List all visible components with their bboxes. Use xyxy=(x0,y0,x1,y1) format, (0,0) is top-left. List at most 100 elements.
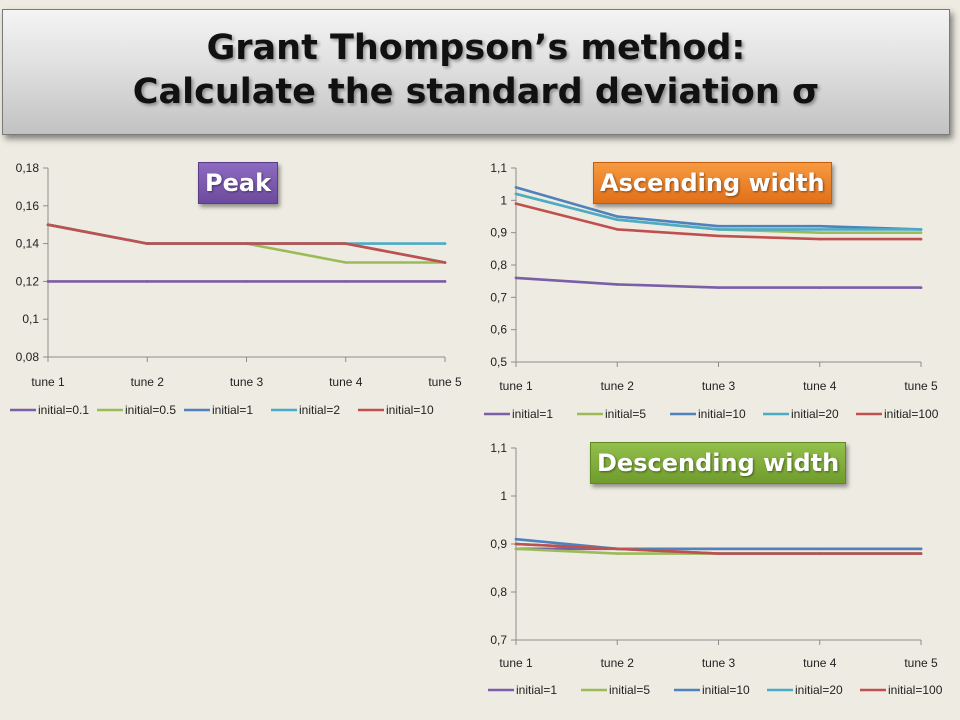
legend-label: initial=100 xyxy=(884,407,939,421)
data-point xyxy=(717,552,720,555)
legend-label: initial=10 xyxy=(698,407,746,421)
data-point xyxy=(818,552,822,555)
y-tick-label: 0,12 xyxy=(16,274,40,288)
x-tick-label: tune 3 xyxy=(702,379,736,393)
peak-label: Peak xyxy=(198,162,279,204)
data-point xyxy=(717,228,720,231)
legend-label: initial=1 xyxy=(512,407,553,421)
data-point xyxy=(919,228,923,231)
slide-title-line2: Calculate the standard deviation σ xyxy=(132,72,820,112)
data-point xyxy=(514,537,518,541)
y-tick-label: 0,8 xyxy=(490,258,507,272)
y-tick-label: 0,1 xyxy=(22,312,39,326)
peak-chart: 0,08 0,1 0,12 0,14 0,16 0,18 tune 1 tune 2 tune … xyxy=(10,161,462,417)
data-point xyxy=(919,231,923,234)
x-tick-label: tune 3 xyxy=(702,656,736,670)
data-point xyxy=(919,552,923,555)
x-tick-label: tune 4 xyxy=(803,656,837,670)
y-tick-label: 0,16 xyxy=(16,199,40,213)
data-point xyxy=(344,242,348,245)
y-tick-label: 1 xyxy=(500,489,507,503)
data-point xyxy=(818,286,822,289)
legend-label: initial=10 xyxy=(386,403,434,417)
x-tick-label: tune 5 xyxy=(904,379,938,393)
x-tick-label: tune 1 xyxy=(499,656,533,670)
data-point xyxy=(615,228,619,231)
legend-label: initial=10 xyxy=(702,683,750,697)
data-point xyxy=(818,224,822,228)
legend-label: initial=5 xyxy=(605,407,646,421)
legend-label: initial=1 xyxy=(212,403,253,417)
y-tick-label: 1,1 xyxy=(490,441,507,455)
x-tick-label: tune 5 xyxy=(428,375,462,389)
legend-label: initial=0.1 xyxy=(38,403,89,417)
legend-label: initial=1 xyxy=(516,683,557,697)
data-point xyxy=(245,242,248,245)
data-point xyxy=(46,223,50,226)
data-point xyxy=(818,237,822,241)
data-point xyxy=(514,276,518,280)
data-point xyxy=(717,286,720,289)
slide-title-box: Grant Thompson’s method: Calculate the s… xyxy=(2,9,950,135)
x-tick-label: tune 2 xyxy=(131,375,165,389)
data-point xyxy=(717,547,720,551)
data-point xyxy=(245,280,248,283)
x-tick-label: tune 2 xyxy=(601,656,635,670)
y-tick-label: 0,9 xyxy=(490,226,507,240)
data-point xyxy=(818,547,822,551)
y-tick-label: 1,1 xyxy=(490,161,507,175)
descending-width-label: Descending width xyxy=(590,442,847,484)
x-tick-label: tune 2 xyxy=(601,379,635,393)
data-point xyxy=(615,547,619,551)
x-tick-label: tune 5 xyxy=(904,656,938,670)
data-point xyxy=(514,186,518,189)
legend-label: initial=2 xyxy=(299,403,340,417)
data-point xyxy=(443,261,447,264)
data-point xyxy=(818,228,822,231)
data-point xyxy=(344,280,348,283)
data-point xyxy=(615,218,619,222)
data-point xyxy=(615,552,619,555)
descending-width-chart: 0,7 0,8 0,9 1 1,1 tune 1 tune 2 tune 3 tune 4 tun… xyxy=(488,441,943,697)
data-point xyxy=(717,224,720,228)
data-point xyxy=(818,231,822,234)
y-tick-label: 0,08 xyxy=(16,350,40,364)
data-point xyxy=(615,215,619,218)
data-point xyxy=(46,280,50,283)
series-line xyxy=(46,223,447,245)
x-tick-label: tune 1 xyxy=(31,375,65,389)
x-tick-label: tune 1 xyxy=(499,379,533,393)
data-point xyxy=(919,286,923,289)
data-point xyxy=(145,280,149,283)
y-tick-label: 0,18 xyxy=(16,161,40,175)
ascending-width-chart: 0,5 0,6 0,7 0,8 0,9 1 1,1 tune 1 tune 2 tune 3 tun… xyxy=(484,161,939,421)
data-point xyxy=(514,192,518,196)
legend-label: initial=20 xyxy=(795,683,843,697)
series-line xyxy=(514,276,923,289)
data-point xyxy=(514,547,518,551)
x-tick-label: tune 4 xyxy=(329,375,363,389)
slide-title-line1: Grant Thompson’s method: xyxy=(206,28,746,68)
x-tick-label: tune 3 xyxy=(230,375,264,389)
y-tick-label: 0,6 xyxy=(490,323,507,337)
y-tick-label: 0,7 xyxy=(490,633,507,647)
legend-label: initial=0.5 xyxy=(125,403,176,417)
ascending-width-label: Ascending width xyxy=(593,162,832,204)
data-point xyxy=(514,202,518,205)
data-point xyxy=(443,242,447,245)
data-point xyxy=(717,234,720,238)
y-tick-label: 0,9 xyxy=(490,537,507,551)
data-point xyxy=(344,261,348,264)
data-point xyxy=(443,280,447,283)
data-point xyxy=(145,242,149,245)
legend-label: initial=100 xyxy=(888,683,943,697)
y-tick-label: 0,8 xyxy=(490,585,507,599)
data-point xyxy=(919,237,923,241)
data-point xyxy=(514,542,518,546)
y-tick-label: 1 xyxy=(500,193,507,207)
y-tick-label: 0,5 xyxy=(490,355,507,369)
y-tick-label: 0,7 xyxy=(490,290,507,304)
legend-label: initial=20 xyxy=(791,407,839,421)
data-point xyxy=(919,547,923,551)
legend-label: initial=5 xyxy=(609,683,650,697)
